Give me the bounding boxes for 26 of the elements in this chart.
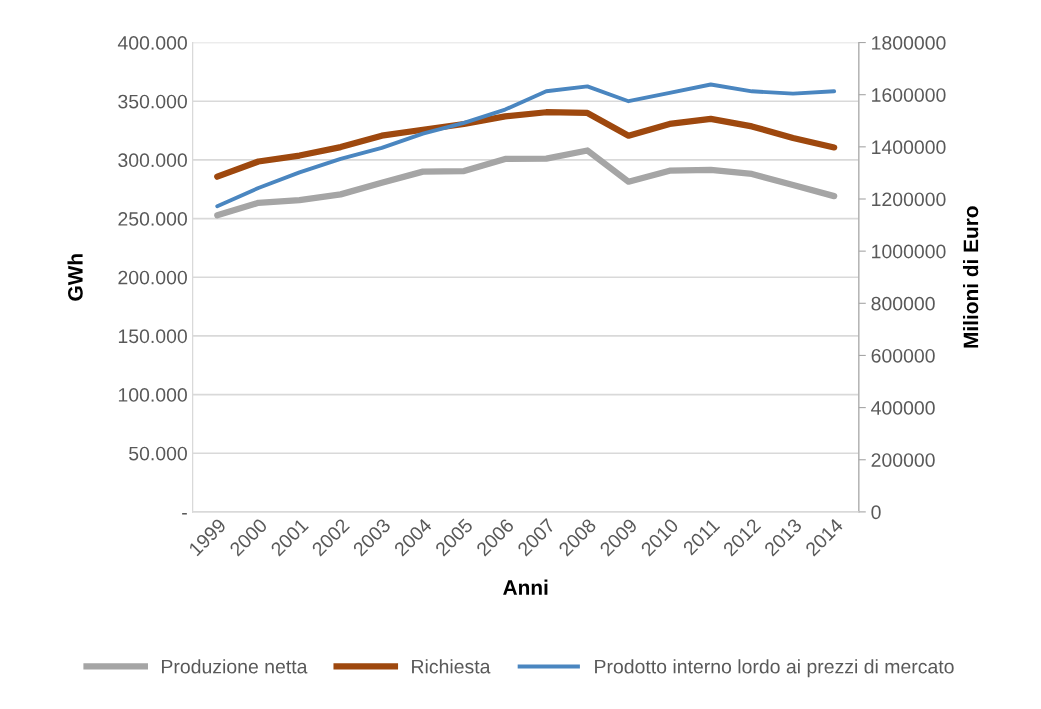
y2-tick-label: 600000 xyxy=(871,348,935,363)
legend-label: Produzione netta xyxy=(162,659,308,674)
y2-tick-label: 1800000 xyxy=(872,36,946,50)
y2-tick-label: 200000 xyxy=(871,453,935,467)
y2-tick-label: 400000 xyxy=(871,401,935,415)
y-tick-label: 100.000 xyxy=(118,388,187,402)
y-axis-title: GWh xyxy=(67,254,83,301)
y-tick-label: - xyxy=(182,513,187,515)
y2-tick-label: 800000 xyxy=(871,296,935,311)
y-tick-label: 400.000 xyxy=(117,36,187,50)
y2-tick-label: 1400000 xyxy=(872,140,946,155)
y-tick-label: 150.000 xyxy=(118,329,187,344)
legend-label: Prodotto interno lordo ai prezzi di mercato xyxy=(595,659,954,678)
y-tick-label: 350.000 xyxy=(118,94,187,109)
y2-tick-label: 1600000 xyxy=(872,88,946,102)
line-series xyxy=(215,82,837,209)
legend-label: Richiesta xyxy=(412,659,491,674)
y-tick-label: 200.000 xyxy=(118,270,187,285)
y-tick-label: 300.000 xyxy=(118,153,187,168)
y2-tick-label: 1200000 xyxy=(872,192,946,207)
y2-tick-label: 1000000 xyxy=(872,244,946,259)
y2-tick-label: 0 xyxy=(871,505,881,520)
y2-axis-title: Milioni di Euro xyxy=(962,206,979,348)
x-axis-title: Anni xyxy=(503,579,548,595)
y-tick-label: 250.000 xyxy=(118,212,187,226)
y-tick-label: 50.000 xyxy=(129,446,187,461)
